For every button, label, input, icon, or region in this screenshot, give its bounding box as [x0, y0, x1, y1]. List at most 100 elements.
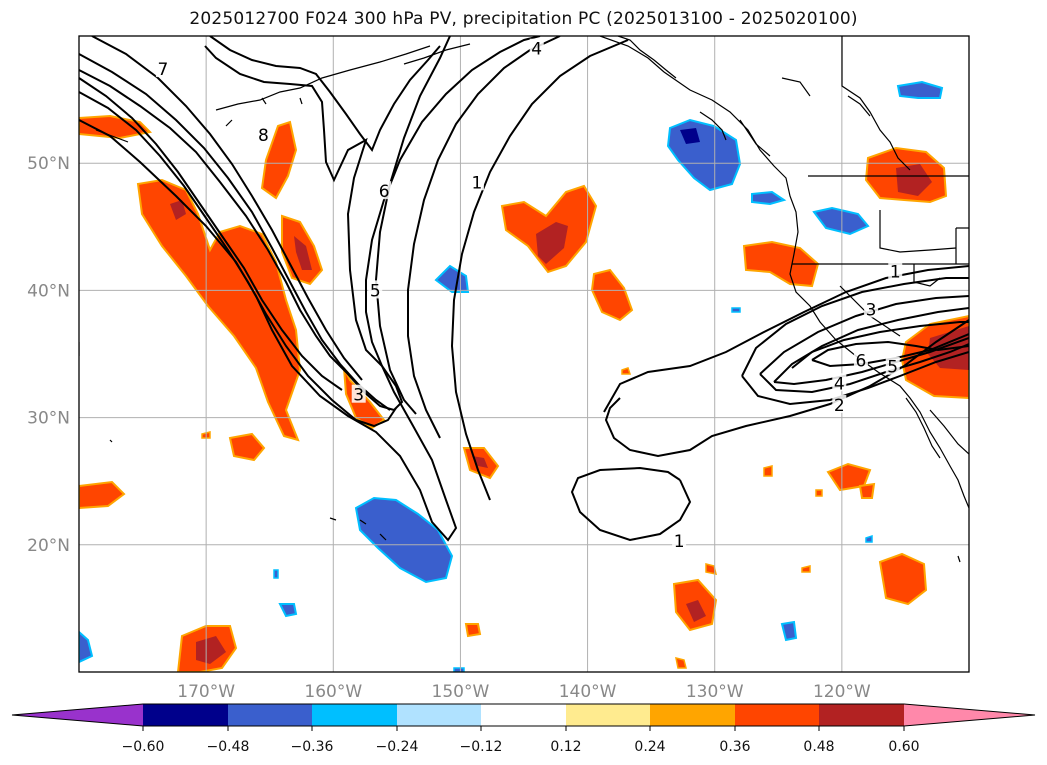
lat-tick-label: 20°N: [27, 536, 70, 556]
contour-label: 1: [674, 532, 685, 552]
colorbar-tick-label: 0.48: [803, 739, 834, 755]
precip-patch: [354, 496, 454, 584]
colorbar-tick-label: −0.12: [460, 739, 503, 755]
colorbar-tick-label: −0.24: [376, 739, 419, 755]
colorbar-segment: [819, 704, 904, 726]
contour-label-bg: [832, 394, 847, 413]
precip-patch: [278, 603, 298, 618]
contour-label-bg: [368, 280, 383, 299]
gridlines: [79, 36, 969, 672]
precip-patch: [742, 240, 820, 288]
precip-patch: [464, 623, 482, 638]
contour-label-bg: [853, 350, 868, 369]
lon-tick-label: 170°W: [177, 682, 235, 702]
colorbar-tick-label: 0.36: [719, 739, 750, 755]
precip-patch: [79, 630, 94, 664]
contour-label-bg: [377, 181, 392, 200]
precip-patch: [590, 268, 634, 322]
precip-patch: [896, 80, 944, 99]
precip-patch: [79, 480, 126, 510]
precip-patch: [865, 534, 873, 543]
colorbar-segment: [397, 704, 481, 726]
contour-label-bg: [529, 38, 544, 57]
contour-label-bg: [351, 384, 366, 403]
colorbar-tick-label: 0.12: [550, 739, 581, 755]
colorbar-segment: [650, 704, 735, 726]
precip-patch: [751, 190, 787, 206]
precip-patch: [763, 465, 773, 477]
contour-label-bg: [672, 530, 687, 549]
precip-patch: [815, 489, 823, 497]
precip-patch: [260, 120, 298, 200]
colorbar: −0.60 −0.48 −0.36 −0.24 −0.12 0.12 0.24 0.36 0.4…: [11, 703, 1036, 755]
contour-label: 8: [258, 126, 269, 146]
contour-label-bg: [256, 125, 271, 144]
contour-label: 7: [158, 60, 169, 80]
lon-tick-label: 160°W: [304, 682, 362, 702]
colorbar-segment: [735, 704, 819, 726]
contour-label: 2: [834, 396, 845, 416]
precip-patch: [858, 482, 876, 499]
lon-tick-label: 130°W: [686, 682, 744, 702]
precip-patch: [536, 222, 568, 264]
contour-label-bg: [155, 59, 170, 78]
colorbar-tick-label: 0.60: [888, 739, 919, 755]
axis-tick-labels: 170°W 160°W 150°W 140°W 130°W 120°W 20°N 30°N 40…: [27, 154, 871, 702]
contour-label: 3: [866, 300, 877, 320]
contour-label: 4: [834, 374, 845, 394]
precip-patch: [686, 600, 706, 622]
contour-label-bg: [864, 299, 879, 318]
precip-patch: [878, 552, 928, 606]
contour-label: 3: [353, 386, 364, 406]
precip-patch: [434, 264, 470, 293]
plot-title: 2025012700 F024 300 hPa PV, precipitatio…: [189, 9, 858, 29]
precip-patch: [896, 164, 932, 196]
colorbar-tick-label: −0.60: [122, 739, 165, 755]
precip-patch: [731, 307, 741, 313]
contour-label-bg: [832, 373, 847, 392]
precipitation-shading: [79, 80, 969, 672]
precip-patch: [472, 456, 488, 468]
pv-contours: [79, 36, 969, 542]
contour-label: 5: [887, 358, 898, 378]
precip-patch: [621, 367, 632, 375]
precip-patch: [780, 620, 798, 642]
lon-tick-label: 140°W: [559, 682, 617, 702]
lat-tick-label: 30°N: [27, 409, 70, 429]
precip-patch: [170, 200, 186, 220]
colorbar-segment: [481, 704, 566, 726]
precip-patch: [136, 178, 302, 442]
contour-label: 6: [856, 351, 867, 371]
colorbar-tick-label: 0.24: [634, 739, 665, 755]
lon-tick-label: 120°W: [813, 682, 871, 702]
contour-label: 1: [890, 262, 901, 282]
colorbar-extend-left: [12, 704, 143, 726]
contour-label-bg: [469, 172, 484, 191]
precip-patch: [196, 636, 226, 664]
precip-patch: [294, 236, 312, 270]
colorbar-segment: [143, 704, 228, 726]
colorbar-segment: [566, 704, 650, 726]
precip-patch: [79, 114, 153, 140]
contour-label: 6: [379, 182, 390, 202]
precip-patch: [228, 432, 266, 462]
contour-label-bg: [888, 261, 903, 280]
precip-patch: [801, 565, 811, 573]
contour-label: 4: [531, 40, 542, 60]
lon-tick-label: 150°W: [432, 682, 490, 702]
colorbar-extend-right: [904, 704, 1035, 726]
precip-patch: [666, 118, 742, 192]
colorbar-tick-label: −0.36: [291, 739, 334, 755]
precip-patch: [273, 569, 279, 579]
contour-label: 1: [472, 173, 483, 193]
map-frame: [78, 35, 970, 673]
precip-patch: [812, 206, 870, 236]
lat-tick-label: 40°N: [27, 281, 70, 301]
precip-patch: [826, 462, 872, 492]
contour-label-bg: [885, 356, 900, 375]
lat-tick-label: 50°N: [27, 154, 70, 174]
precip-patch: [675, 656, 687, 669]
